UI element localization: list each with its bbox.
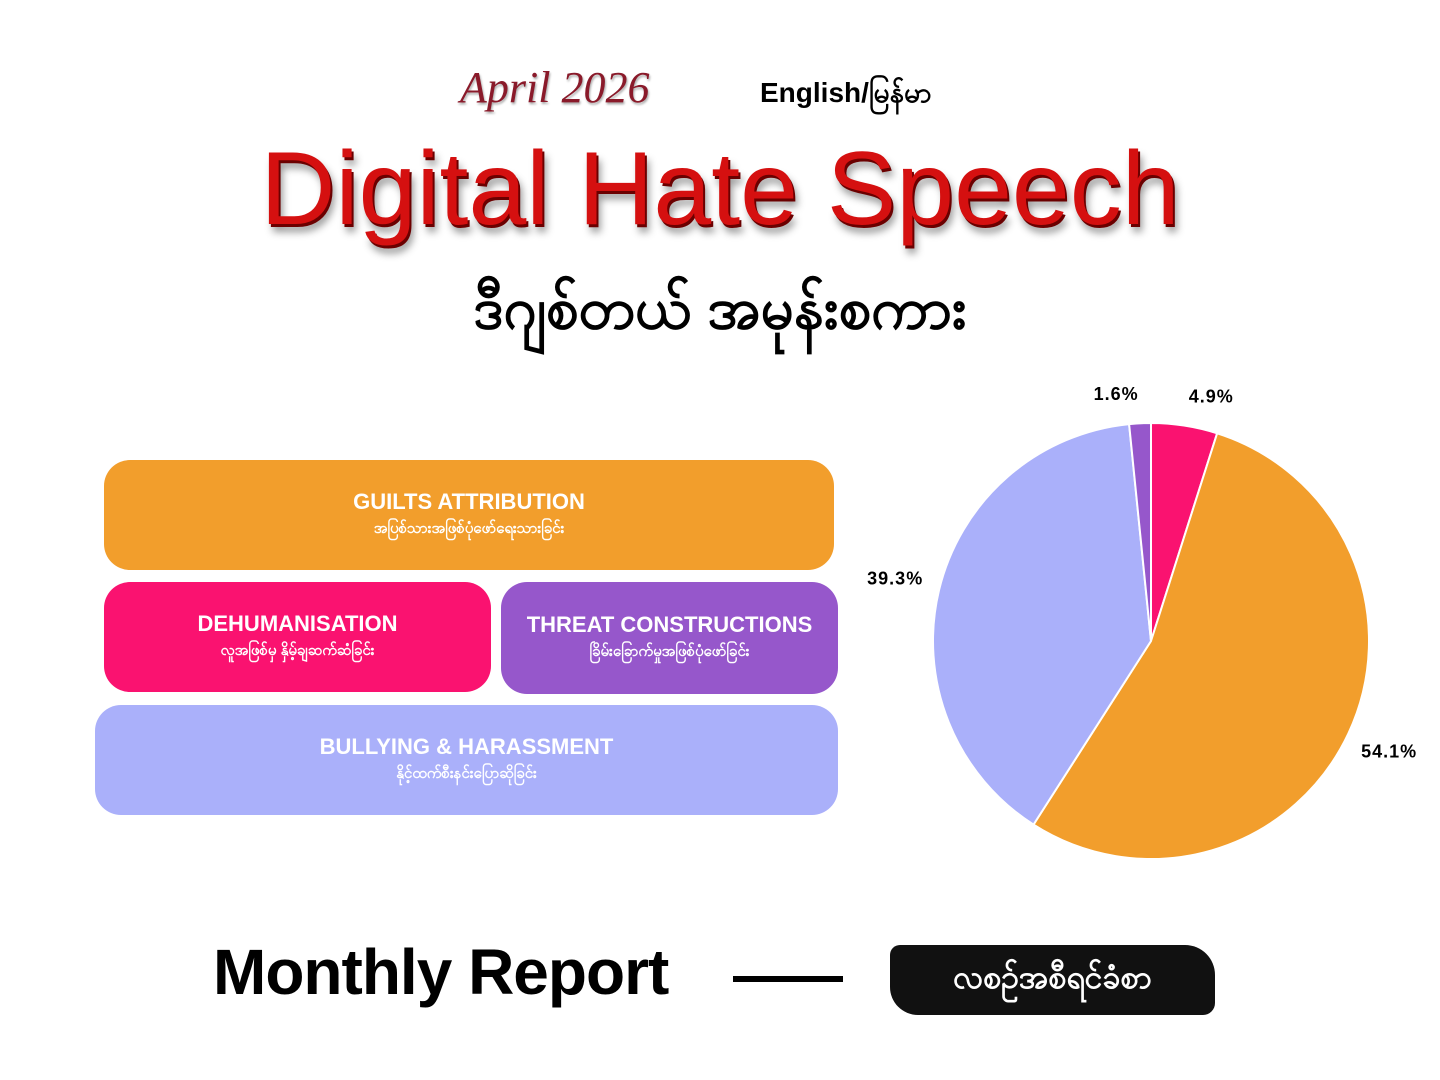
data-label: 1.6% xyxy=(1094,384,1139,404)
pie-slice xyxy=(932,423,1153,827)
legend-sublabel: လူအဖြစ်မှ နှိမ့်ချဆက်ဆံခြင်း xyxy=(220,642,375,659)
legend-sublabel: ခြိမ်းခြောက်မှုအဖြစ်ပုံဖော်ခြင်း xyxy=(589,643,750,660)
data-label: 54.1% xyxy=(1361,741,1417,761)
title-burmese: ဒီဂျစ်တယ် အမုန်းစကား xyxy=(473,276,967,341)
legend-label: THREAT CONSTRUCTIONS xyxy=(526,612,813,637)
title: Digital Hate Speech xyxy=(260,131,1180,247)
legend-sublabel: အပြစ်သားအဖြစ်ပုံဖော်ရေးသားခြင်း xyxy=(373,520,565,537)
legend-box: GUILTS ATTRIBUTION အပြစ်သားအဖြစ်ပုံဖော်ရေ… xyxy=(104,460,834,570)
legend-label: DEHUMANISATION xyxy=(197,611,398,636)
legend-box: THREAT CONSTRUCTIONS ခြိမ်းခြောက်မှုအဖြစ်… xyxy=(501,582,838,694)
footer-title: Monthly Report xyxy=(213,936,669,1008)
language-toggle[interactable]: English/မြန်မာ xyxy=(760,77,932,108)
legend-sublabel: နိုင့်ထက်စီးနင်းပြောဆိုခြင်း xyxy=(396,765,537,782)
date: April 2026 xyxy=(460,63,650,112)
legend-label: GUILTS ATTRIBUTION xyxy=(353,489,585,514)
legend-box: DEHUMANISATION လူအဖြစ်မှ နှိမ့်ချဆက်ဆံခြင… xyxy=(104,582,491,692)
footer-badge: လစဉ်အစီရင်ခံစာ xyxy=(890,945,1215,1015)
pie-slice xyxy=(1128,421,1152,642)
data-label: 4.9% xyxy=(1189,387,1234,407)
data-label: 39.3% xyxy=(867,569,923,589)
dash xyxy=(733,976,843,982)
pie-slice xyxy=(1032,432,1370,860)
legend-label: BULLYING & HARASSMENT xyxy=(319,734,614,759)
legend-box: BULLYING & HARASSMENT နိုင့်ထက်စီးနင်းပြေ… xyxy=(95,705,838,815)
